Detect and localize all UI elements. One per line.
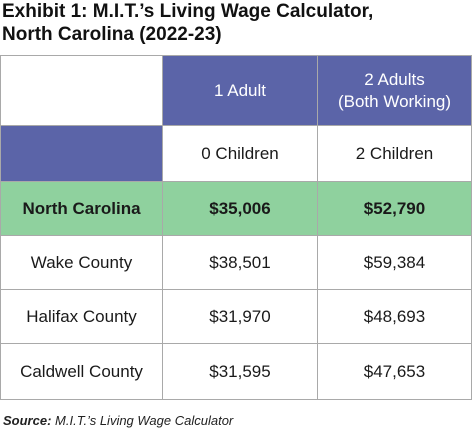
row-value: $35,006 (162, 181, 318, 236)
subheader-0-children: 0 Children (162, 125, 318, 182)
subheader-blank-cell (0, 125, 163, 182)
row-label: Caldwell County (0, 343, 163, 400)
title-line-2: North Carolina (2022-23) (2, 24, 222, 45)
column-header-line: (Both Working) (337, 91, 452, 111)
table-row-wake-county: Wake County $38,501 $59,384 (0, 235, 472, 290)
column-header-1-adult: 1 Adult (162, 55, 318, 126)
subheader-2-children: 2 Children (317, 125, 472, 182)
row-label: Halifax County (0, 289, 163, 344)
row-value: $47,653 (317, 343, 472, 400)
living-wage-table: 1 Adult 2 Adults (Both Working) 0 Childr… (0, 55, 472, 400)
title-line-1: Exhibit 1: M.I.T.’s Living Wage Calculat… (2, 1, 374, 22)
column-header-line: 1 Adult (214, 80, 266, 100)
row-value: $31,970 (162, 289, 318, 344)
row-value: $59,384 (317, 235, 472, 290)
header-blank-cell (0, 55, 163, 126)
column-header-line: 2 Adults (364, 69, 425, 89)
header-row: 1 Adult 2 Adults (Both Working) (0, 55, 472, 126)
source-text: M.I.T.’s Living Wage Calculator (55, 413, 234, 428)
table-row-north-carolina: North Carolina $35,006 $52,790 (0, 181, 472, 236)
subheader-row: 0 Children 2 Children (0, 125, 472, 182)
row-value: $31,595 (162, 343, 318, 400)
source-note: Source: M.I.T.’s Living Wage Calculator (3, 413, 233, 428)
table-row-halifax-county: Halifax County $31,970 $48,693 (0, 289, 472, 344)
row-label: Wake County (0, 235, 163, 290)
row-value: $38,501 (162, 235, 318, 290)
row-label: North Carolina (0, 181, 163, 236)
source-label: Source: (3, 413, 52, 428)
column-header-2-adults: 2 Adults (Both Working) (317, 55, 472, 126)
exhibit-title: Exhibit 1: M.I.T.’s Living Wage Calculat… (2, 0, 472, 46)
table-row-caldwell-county: Caldwell County $31,595 $47,653 (0, 343, 472, 400)
row-value: $48,693 (317, 289, 472, 344)
row-value: $52,790 (317, 181, 472, 236)
